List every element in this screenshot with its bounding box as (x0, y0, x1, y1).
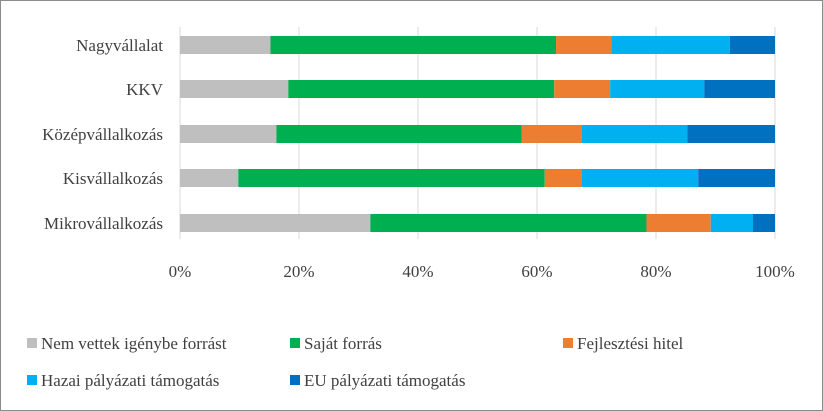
bars (180, 36, 775, 232)
category-labels: Nagyvállalat KKV Középvállalkozás Kisvállal… (42, 36, 164, 233)
x-tick-label-5: 100% (755, 262, 795, 281)
bar-nagyvallalat-hazai-palyazati-tamogatas (611, 36, 730, 54)
x-tick-labels: 0% 20% 40% 60% 80% 100% (169, 262, 795, 281)
bar-kkv-fejlesztesi-hitel (554, 80, 611, 98)
bar-nagyvallalat-fejlesztesi-hitel (556, 36, 612, 54)
bar-kkv-hazai-palyazati-tamogatas (610, 80, 705, 98)
legend-swatch-hazai-palyazati-tamogatas (27, 375, 37, 385)
x-tick-label-4: 80% (640, 262, 671, 281)
category-label-kkv: KKV (126, 80, 164, 99)
bar-kisvallalkozas-sajat-forras (238, 169, 545, 187)
bar-nagyvallalat-sajat-forras (270, 36, 557, 54)
bar-kisvallalkozas-hazai-palyazati-tamogatas (581, 169, 699, 187)
x-tick-label-1: 20% (283, 262, 314, 281)
legend-swatch-fejlesztesi-hitel (563, 338, 573, 348)
category-label-kozepvallalkozas: Középvállalkozás (42, 125, 163, 144)
bar-mikrovallalkozas-nem-vettek-igenybe-forrast (180, 214, 371, 232)
bar-kozepvallalkozas-sajat-forras (276, 125, 522, 143)
bar-kozepvallalkozas-hazai-palyazati-tamogatas (581, 125, 688, 143)
bar-mikrovallalkozas-sajat-forras (370, 214, 647, 232)
legend-swatch-sajat-forras (290, 338, 300, 348)
bar-kozepvallalkozas-eu-palyazati-tamogatas (687, 125, 775, 143)
legend-label-sajat-forras: Saját forrás (304, 334, 382, 353)
legend-swatch-nem-vettek-igenybe-forrast (27, 338, 37, 348)
x-tick-label-0: 0% (169, 262, 192, 281)
bar-nagyvallalat-eu-palyazati-tamogatas (729, 36, 775, 54)
bar-kisvallalkozas-nem-vettek-igenybe-forrast (180, 169, 239, 187)
legend-label-fejlesztesi-hitel: Fejlesztési hitel (577, 334, 684, 353)
legend-label-hazai-palyazati-tamogatas: Hazai pályázati támogatás (41, 371, 219, 390)
bar-kkv-nem-vettek-igenybe-forrast (180, 80, 289, 98)
bar-kisvallalkozas-fejlesztesi-hitel (544, 169, 582, 187)
bar-mikrovallalkozas-hazai-palyazati-tamogatas (710, 214, 753, 232)
bar-mikrovallalkozas-eu-palyazati-tamogatas (752, 214, 775, 232)
bar-kozepvallalkozas-fejlesztesi-hitel (521, 125, 582, 143)
bar-kisvallalkozas-eu-palyazati-tamogatas (698, 169, 775, 187)
bar-mikrovallalkozas-fejlesztesi-hitel (646, 214, 711, 232)
x-tick-label-3: 60% (521, 262, 552, 281)
legend-label-eu-palyazati-tamogatas: EU pályázati támogatás (304, 371, 465, 390)
bar-nagyvallalat-nem-vettek-igenybe-forrast (180, 36, 271, 54)
category-label-kisvallalkozas: Kisvállalkozás (63, 169, 163, 188)
bar-kkv-sajat-forras (288, 80, 555, 98)
x-tick-label-2: 40% (402, 262, 433, 281)
bar-kkv-eu-palyazati-tamogatas (704, 80, 775, 98)
category-label-nagyvallalat: Nagyvállalat (76, 36, 163, 55)
category-label-mikrovallalkozas: Mikrovállalkozás (44, 214, 163, 233)
legend-swatch-eu-palyazati-tamogatas (290, 375, 300, 385)
legend-label-nem-vettek-igenybe-forrast: Nem vettek igénybe forrást (41, 334, 227, 353)
legend: Nem vettek igénybe forrást Saját forrás Fe… (27, 334, 684, 390)
bar-kozepvallalkozas-nem-vettek-igenybe-forrast (180, 125, 277, 143)
